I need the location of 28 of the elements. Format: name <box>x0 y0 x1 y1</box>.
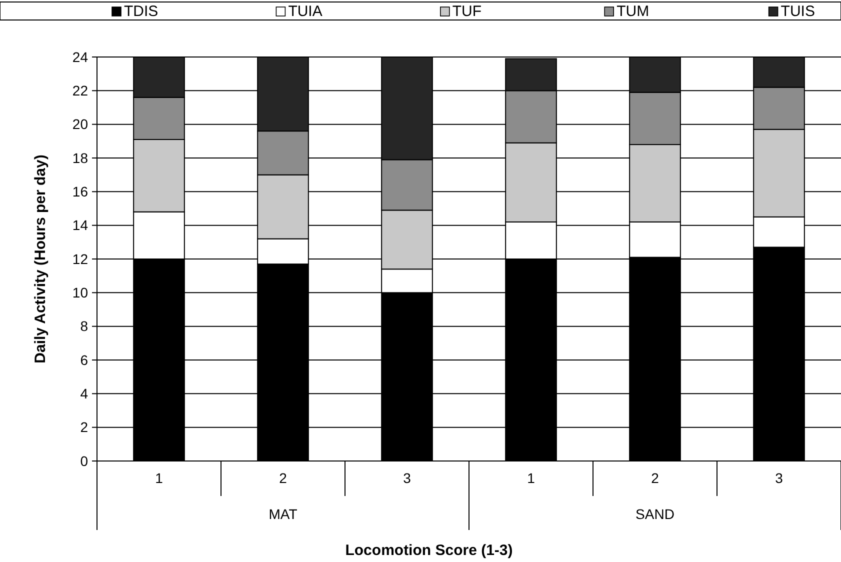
x-axis-title: Locomotion Score (1-3) <box>345 542 513 559</box>
y-tick-label: 22 <box>72 82 88 99</box>
y-tick-label: 8 <box>80 318 88 334</box>
y-tick-label: 12 <box>72 250 88 267</box>
legend-label: TDIS <box>124 3 158 20</box>
x-tick-label: 3 <box>775 470 784 486</box>
x-tick-label: 2 <box>279 470 288 486</box>
y-tick-label: 14 <box>72 217 88 234</box>
text: MAT <box>268 506 298 522</box>
y-tick-label: 6 <box>80 352 88 368</box>
legend-label: TUM <box>616 3 650 20</box>
y-tick-label: 10 <box>72 284 88 301</box>
text: SAND <box>636 506 674 522</box>
x-tick-label: 1 <box>527 470 536 486</box>
x-tick-label: 1 <box>155 470 164 486</box>
legend-label: TUIS <box>780 3 815 20</box>
y-tick-label: 24 <box>72 48 88 65</box>
y-tick-label: 16 <box>72 184 88 200</box>
y-tick-label: 20 <box>72 116 88 132</box>
y-tick-label: 4 <box>80 386 88 402</box>
y-tick-label: 18 <box>72 150 88 166</box>
x-tick-label: 3 <box>403 470 412 486</box>
legend-label: TUF <box>452 3 482 20</box>
y-tick-label: 2 <box>80 419 88 436</box>
y-axis-title: Daily Activity (Hours per day) <box>32 154 49 364</box>
legend-label: TUIA <box>288 3 322 20</box>
y-tick-label: 0 <box>80 452 88 469</box>
x-tick-label: 2 <box>651 470 660 486</box>
